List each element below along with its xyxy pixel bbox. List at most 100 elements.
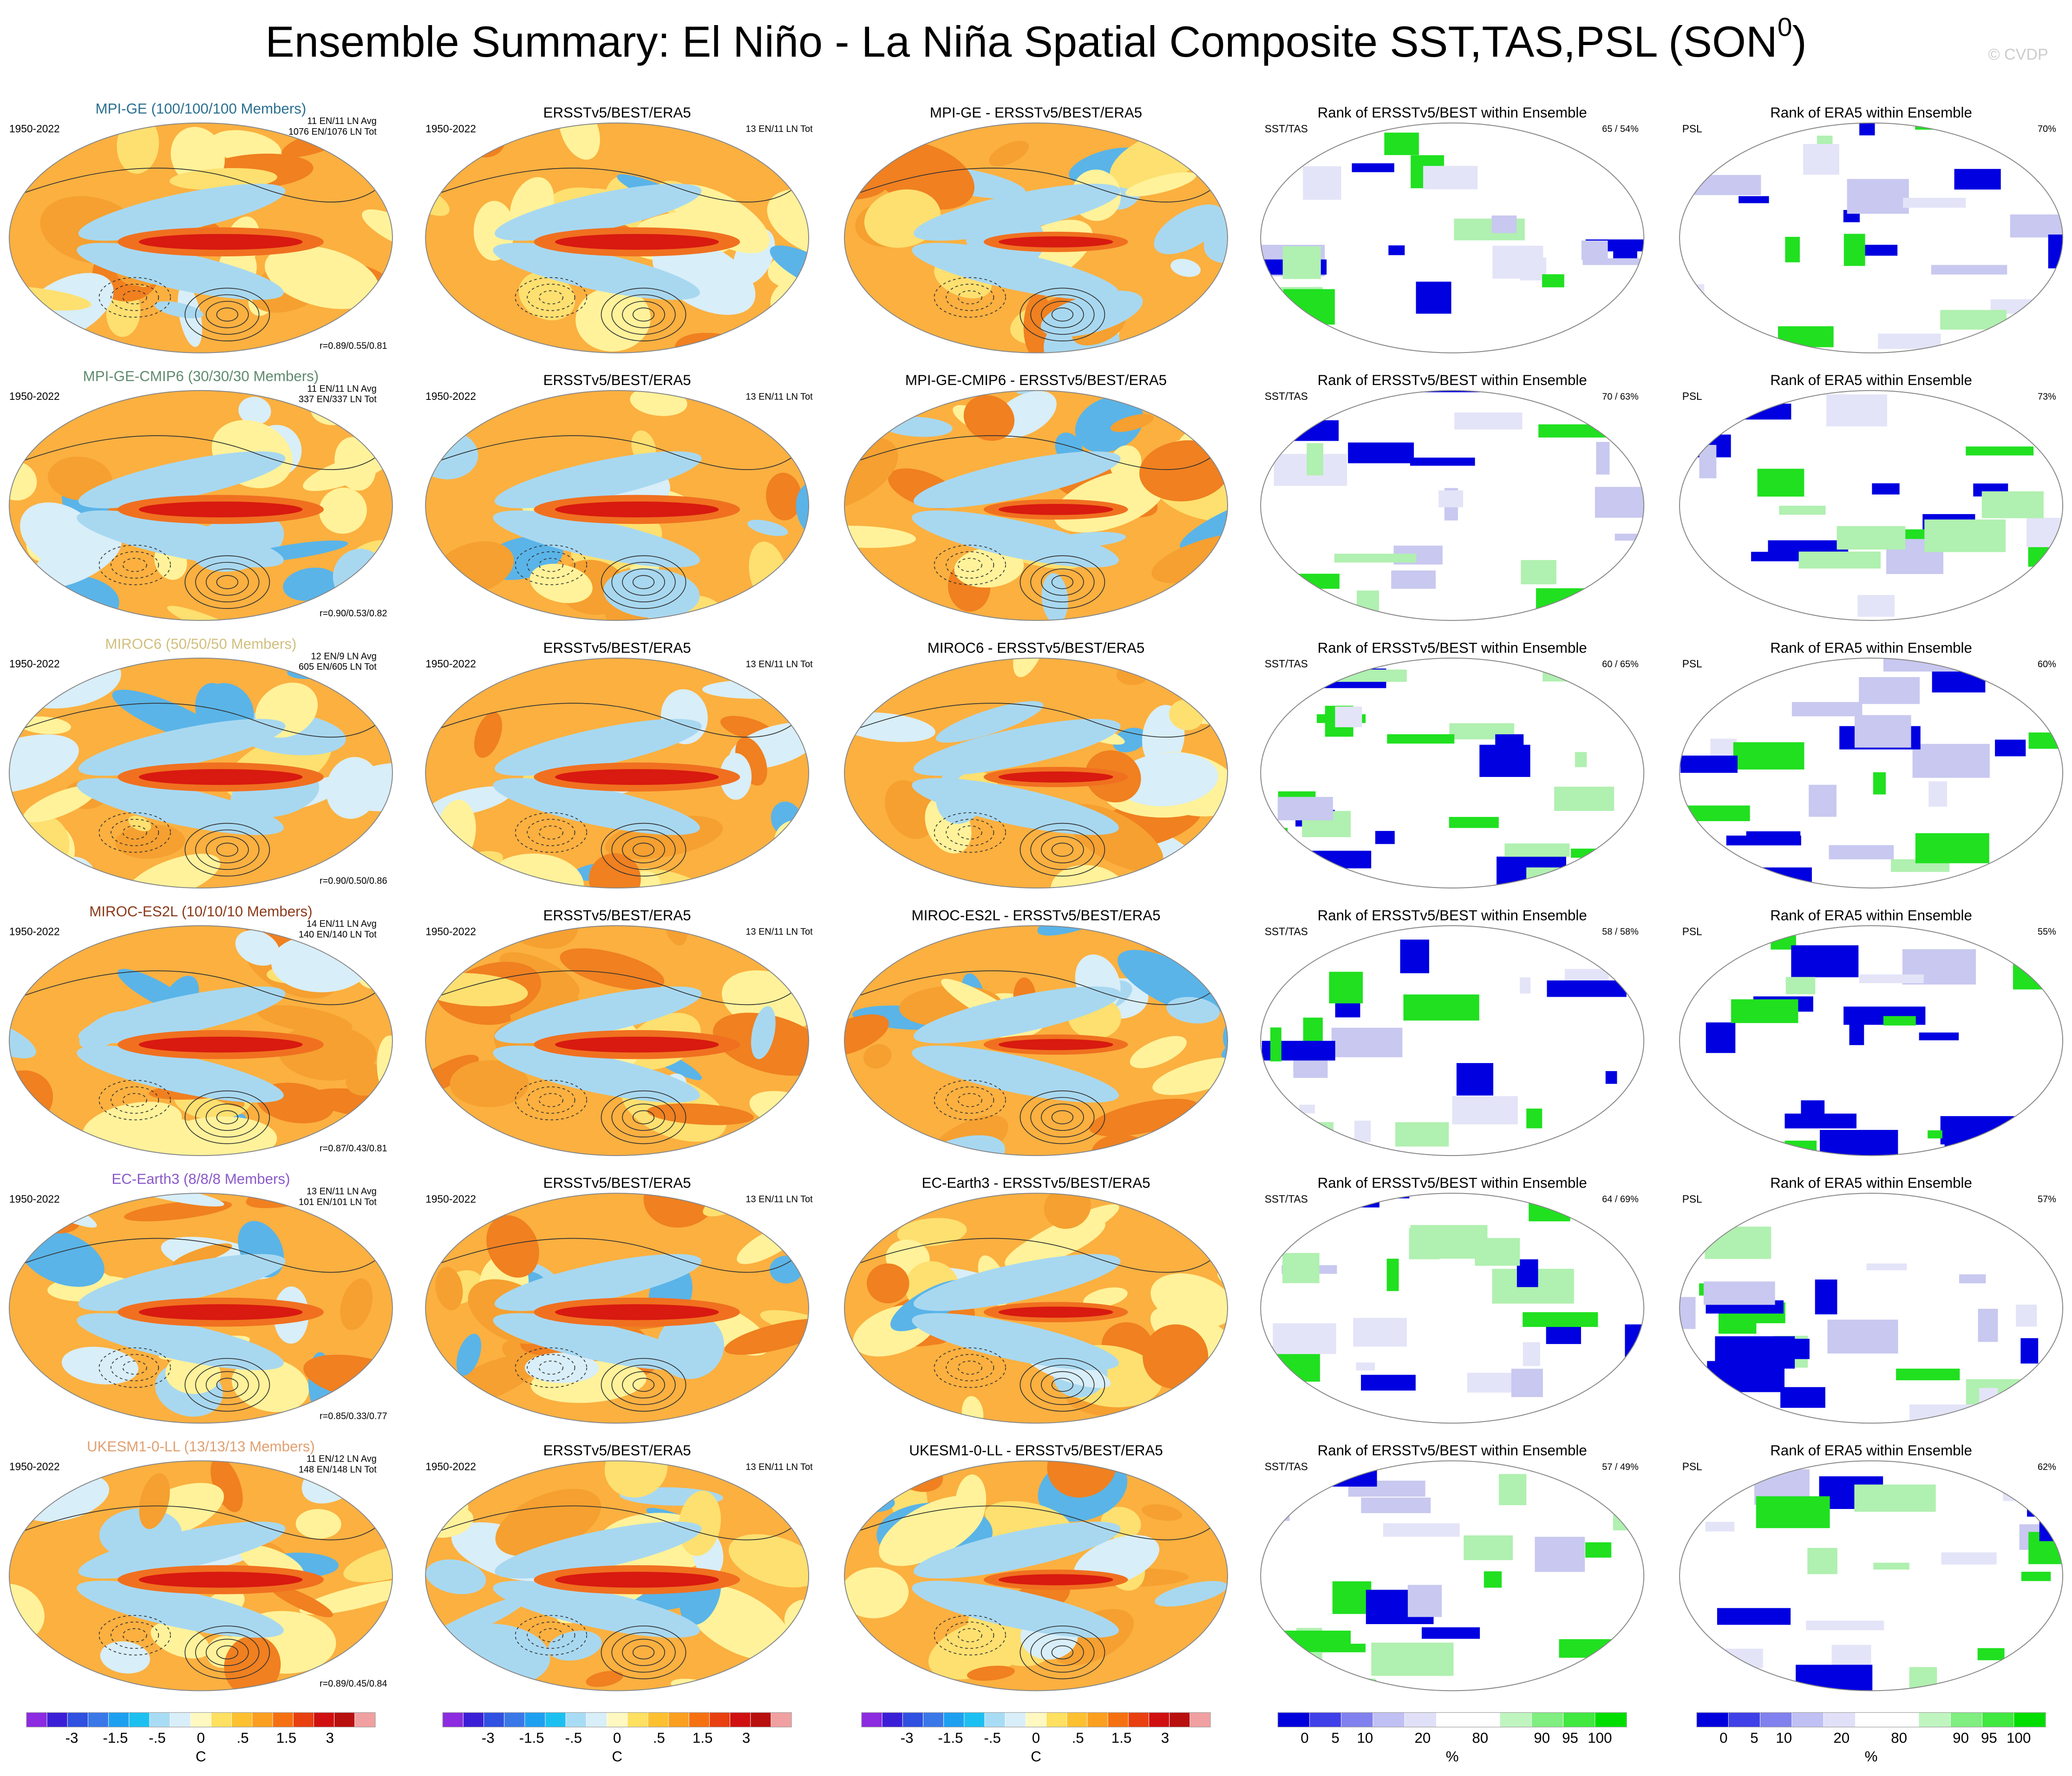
map-wedge: [78, 183, 286, 241]
map-blob: [474, 712, 502, 758]
map-blob: [1454, 412, 1523, 430]
rank2-pct: 55%: [2038, 927, 2056, 937]
map-blob: [1375, 831, 1395, 844]
map-contour: [622, 836, 665, 863]
map-contour: [934, 1347, 1006, 1388]
rank1-pct: 64 / 69%: [1602, 1195, 1639, 1205]
map-blob: [362, 209, 392, 253]
map-blob: [1125, 172, 1196, 196]
rank1-label: SST/TAS: [1265, 390, 1308, 402]
map-blob: [1837, 526, 1906, 550]
map-contour: [98, 1347, 171, 1388]
map-blob: [1940, 310, 2007, 330]
map-blob: [1977, 1648, 2005, 1660]
map-contour: [184, 1626, 270, 1679]
map-blob: [1847, 179, 1909, 214]
rank2-label: PSL: [1682, 1461, 1702, 1473]
map-tongue-core: [555, 1037, 719, 1053]
colorbar-box: [730, 1712, 751, 1728]
colorbar-box: [1823, 1712, 1856, 1728]
map-blob: [1139, 440, 1228, 502]
map-blob: [725, 856, 824, 933]
map-blob: [1047, 1461, 1117, 1498]
rank2-title: Rank of ERA5 within Ensemble: [1770, 372, 1972, 388]
colorbar-frame: [26, 1712, 376, 1728]
map-blob: [586, 1671, 623, 1687]
map-contour: [98, 812, 171, 853]
map-blob: [1857, 595, 1895, 617]
map: [844, 390, 1228, 620]
map-blob: [1154, 204, 1224, 255]
map-contour: [957, 558, 982, 572]
map: [1680, 123, 2063, 353]
colorbar-box: [1855, 1712, 1888, 1728]
colorbar-box: [1563, 1712, 1595, 1728]
map: [425, 123, 809, 353]
map-contour: [844, 970, 1228, 1006]
map-blob: [257, 1005, 353, 1034]
map-blob: [1571, 849, 1641, 858]
rank1-title: Rank of ERSSTv5/BEST within Ensemble: [1318, 104, 1587, 121]
map-contour: [1041, 568, 1084, 596]
map-tongue-core: [998, 1306, 1113, 1318]
map-blob: [1356, 1362, 1375, 1371]
map-blob: [1357, 590, 1379, 620]
map-border: [1260, 1193, 1645, 1424]
map-blob: [1785, 977, 1816, 994]
map-contour: [184, 555, 270, 609]
map-contour: [515, 1347, 588, 1388]
colorbar-box: [902, 1712, 923, 1728]
map: [1261, 123, 1644, 353]
map: [844, 1193, 1228, 1423]
map-blob: [683, 612, 762, 620]
colorbar-box: [1728, 1712, 1761, 1728]
obs-title: ERSSTv5/BEST/ERA5: [543, 104, 691, 121]
tot: 605 EN/605 LN Tot: [299, 662, 377, 672]
map: [844, 123, 1228, 353]
map: [1261, 1193, 1644, 1423]
map-contour: [632, 1110, 655, 1124]
map-blob: [1110, 445, 1142, 480]
map-blob: [1005, 1218, 1105, 1269]
map-contour: [632, 842, 655, 857]
map-blob: [1843, 234, 1865, 266]
map-blob: [1352, 163, 1394, 172]
map-blob: [1932, 659, 1986, 692]
map-contour: [9, 970, 392, 1006]
map-blob: [588, 853, 641, 888]
map-contour: [98, 1080, 171, 1121]
colorbar-box: [1887, 1712, 1919, 1728]
colorbar-unit: C: [612, 1748, 622, 1764]
map-contour: [1020, 287, 1105, 342]
map-blob: [1321, 1644, 1366, 1652]
map-blob: [1400, 940, 1429, 973]
map-blob: [1288, 850, 1372, 868]
map-tongue-core: [555, 1572, 719, 1588]
colorbar-tick-label: -3: [482, 1730, 495, 1746]
map-blob: [463, 1684, 497, 1691]
map-blob: [1859, 677, 1920, 704]
map-blob: [1873, 1562, 1909, 1570]
map-blob: [425, 658, 514, 680]
colorbar-tick-label: 90: [1534, 1730, 1550, 1746]
colorbar-frame: [1277, 1712, 1627, 1728]
map-blob: [1559, 1639, 1640, 1658]
map-contour: [538, 290, 563, 305]
map-blob: [1535, 1536, 1585, 1572]
colorbar-box: [293, 1712, 314, 1728]
map-blob: [1582, 258, 1644, 265]
map-wedge: [913, 451, 1121, 509]
map-tongue-core: [998, 236, 1113, 248]
map-contour: [425, 703, 809, 738]
map-blob: [989, 141, 1029, 166]
map-blob: [1681, 959, 1698, 966]
map-blob: [2013, 958, 2063, 990]
obs-tot: 13 EN/11 LN Tot: [745, 1462, 813, 1472]
map-blob: [1543, 667, 1578, 682]
colorbar-box: [1468, 1712, 1500, 1728]
map-blob: [1412, 390, 1492, 392]
obs-tot: 13 EN/11 LN Tot: [745, 927, 813, 937]
colorbar-box: [442, 1712, 464, 1728]
map-blob: [1705, 1227, 1771, 1259]
map-blob: [127, 1193, 224, 1207]
